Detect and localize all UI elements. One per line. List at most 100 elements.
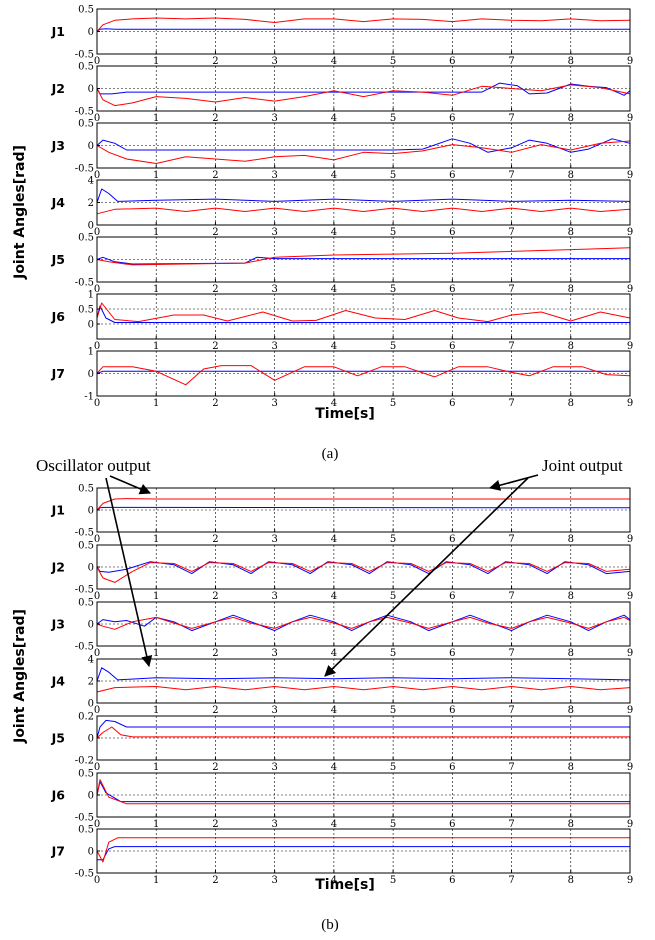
joint-label: J5 [51, 731, 65, 746]
x-tick-label: 3 [271, 56, 277, 67]
x-tick-label: 7 [508, 341, 514, 352]
joint-label: J1 [51, 24, 65, 39]
x-tick-label: 2 [212, 227, 218, 238]
x-tick-label: 9 [627, 648, 633, 659]
y-tick-label: 4 [88, 655, 94, 666]
x-tick-label: 8 [568, 113, 574, 124]
x-tick-label: 9 [627, 113, 633, 124]
x-tick-label: 2 [212, 113, 218, 124]
series-line-blue [96, 138, 631, 153]
x-tick-label: 0 [94, 534, 100, 545]
x-tick-label: 7 [508, 762, 514, 773]
y-tick-label: 0.5 [78, 5, 94, 16]
x-tick-label: 0 [94, 648, 100, 659]
y-tick-label: 0 [88, 791, 94, 802]
y-tick-label: -0.5 [75, 164, 94, 175]
x-tick-label: 6 [449, 534, 455, 545]
y-tick-label: 0.5 [78, 119, 94, 130]
x-tick-label: 6 [449, 705, 455, 716]
series-line-blue [96, 561, 631, 575]
plot-area [97, 294, 630, 339]
x-tick-label: 8 [568, 762, 574, 773]
x-tick-label: 8 [568, 284, 574, 295]
subplot-j2: 0.50-0.50 1 2 3 4 5 6 7 8 9J2 [51, 541, 634, 603]
x-tick-label: 1 [153, 591, 159, 602]
annotation-oscillator-output: Oscillator output [36, 456, 151, 475]
y-axis-label-b: Joint Angles[rad] [12, 609, 28, 744]
caption-b: (b) [321, 917, 339, 933]
joint-label: J3 [51, 617, 65, 632]
x-tick-label: 2 [212, 56, 218, 67]
x-tick-label: 3 [271, 398, 277, 409]
x-tick-label: 5 [390, 648, 396, 659]
x-tick-label: 5 [390, 591, 396, 602]
y-tick-label: 0.5 [78, 769, 94, 780]
x-tick-label: 4 [331, 762, 337, 773]
series-line-red [96, 837, 630, 863]
x-tick-label: 8 [568, 591, 574, 602]
x-tick-label: 2 [212, 819, 218, 830]
x-tick-label: 4 [331, 398, 337, 409]
y-tick-label: 0 [88, 27, 94, 38]
x-tick-label: 7 [508, 648, 514, 659]
x-tick-label: 9 [627, 875, 633, 886]
joint-label: J2 [51, 81, 65, 96]
x-tick-label: 6 [449, 170, 455, 181]
subplot-j6: 1 0.5 00 1 2 3 4 5 6 7 8 9 J6 [51, 290, 634, 353]
x-tick-label: 5 [390, 341, 396, 352]
x-tick-label: 1 [153, 534, 159, 545]
x-tick-label: 6 [449, 762, 455, 773]
x-tick-label: 7 [508, 875, 514, 886]
x-tick-label: 9 [627, 284, 633, 295]
y-tick-label: 0.5 [78, 484, 94, 495]
x-tick-label: 0 [94, 819, 100, 830]
subplot-j7: 10-10 1 2 3 4 5 6 7 8 9J7 [51, 347, 634, 410]
x-tick-label: 9 [627, 227, 633, 238]
x-tick-label: 4 [331, 875, 337, 886]
x-tick-label: 2 [212, 705, 218, 716]
annotation-joint-output: Joint output [542, 456, 623, 475]
x-tick-label: 8 [568, 56, 574, 67]
x-tick-label: 9 [627, 591, 633, 602]
x-tick-label: 2 [212, 170, 218, 181]
y-tick-label: -0.5 [75, 528, 94, 539]
y-tick-label: -0.5 [75, 278, 94, 289]
x-tick-label: 1 [153, 56, 159, 67]
x-tick-label: 9 [627, 56, 633, 67]
joint-label: J1 [51, 503, 65, 518]
x-tick-label: 7 [508, 705, 514, 716]
arrow-joint-j4 [324, 477, 529, 677]
subplot-j6: 0.50-0.50 1 2 3 4 5 6 7 8 9J6 [51, 769, 634, 831]
x-tick-label: 6 [449, 648, 455, 659]
subplot-j3: 0.50-0.50 1 2 3 4 5 6 7 8 9J3 [51, 598, 634, 660]
joint-label: J5 [51, 252, 65, 267]
joint-label: J7 [51, 366, 65, 381]
x-tick-label: 1 [153, 705, 159, 716]
x-tick-label: 3 [271, 534, 277, 545]
x-tick-label: 4 [331, 113, 337, 124]
x-tick-label: 0 [94, 398, 100, 409]
x-tick-label: 5 [390, 284, 396, 295]
y-tick-label: 0 [88, 221, 94, 232]
x-tick-label: 5 [390, 762, 396, 773]
y-tick-label: 0 [88, 699, 94, 710]
x-tick-label: 3 [271, 341, 277, 352]
x-tick-label: 9 [627, 398, 633, 409]
x-tick-label: 7 [508, 56, 514, 67]
x-tick-label: 5 [390, 534, 396, 545]
x-tick-label: 1 [153, 398, 159, 409]
x-tick-label: 2 [212, 648, 218, 659]
x-tick-label: 2 [212, 341, 218, 352]
joint-label: J6 [51, 788, 66, 803]
x-tick-label: 5 [390, 113, 396, 124]
x-tick-label: 7 [508, 819, 514, 830]
y-tick-label: 0.5 [78, 825, 94, 836]
x-tick-label: 8 [568, 398, 574, 409]
y-tick-label: 0 [88, 563, 94, 574]
x-axis-label-b: Time[s] [315, 877, 375, 893]
joint-label: J4 [51, 674, 66, 689]
y-tick-label: 0 [88, 620, 94, 631]
arrow-oscillator-j1 [109, 475, 152, 495]
